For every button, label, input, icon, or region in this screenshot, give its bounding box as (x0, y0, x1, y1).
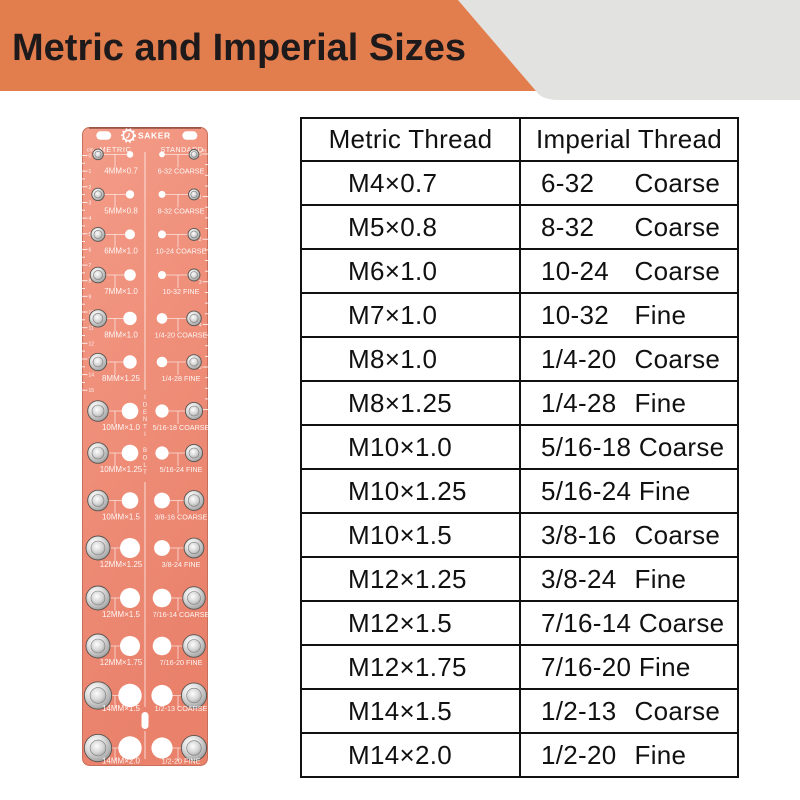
svg-text:0: 0 (89, 154, 92, 160)
svg-text:5: 5 (89, 232, 92, 238)
svg-text:7: 7 (89, 263, 92, 269)
svg-text:0: 0 (199, 152, 202, 158)
svg-text:8MM×1.0: 8MM×1.0 (104, 330, 138, 339)
svg-text:6-32 COARSE: 6-32 COARSE (158, 166, 205, 175)
svg-text:10MM×1.25: 10MM×1.25 (100, 465, 143, 474)
svg-text:1/2-20 FINE: 1/2-20 FINE (162, 757, 201, 766)
svg-text:cm: cm (87, 148, 94, 154)
svg-text:in: in (202, 148, 206, 154)
svg-text:N: N (143, 417, 147, 423)
svg-text:2: 2 (89, 185, 92, 191)
svg-text:3: 3 (89, 201, 92, 207)
svg-text:T: T (143, 425, 147, 431)
svg-text:5/16-24 FINE: 5/16-24 FINE (160, 465, 203, 474)
svg-text:15: 15 (89, 388, 95, 394)
svg-text:3/8-24 FINE: 3/8-24 FINE (162, 560, 201, 569)
svg-text:14MM×2.0: 14MM×2.0 (102, 757, 141, 766)
svg-text:2: 2 (199, 237, 202, 243)
svg-text:3/8-16 COARSE: 3/8-16 COARSE (155, 513, 208, 522)
svg-text:9: 9 (89, 294, 92, 300)
svg-text:8: 8 (89, 279, 92, 285)
svg-text:14: 14 (89, 373, 95, 379)
svg-text:7/16-14 COARSE: 7/16-14 COARSE (153, 610, 208, 619)
svg-text:8MM×1.25: 8MM×1.25 (102, 374, 141, 383)
svg-text:8-32 COARSE: 8-32 COARSE (158, 206, 205, 215)
svg-text:4: 4 (199, 322, 202, 328)
svg-text:1/2-13 COARSE: 1/2-13 COARSE (155, 704, 208, 713)
svg-text:3: 3 (199, 280, 202, 286)
svg-text:12MM×1.5: 12MM×1.5 (102, 610, 141, 619)
svg-text:10MM×1.5: 10MM×1.5 (102, 513, 141, 522)
svg-text:I: I (144, 432, 146, 438)
svg-text:D: D (143, 402, 148, 408)
svg-text:B: B (143, 448, 147, 454)
svg-text:1: 1 (89, 169, 92, 175)
svg-text:6: 6 (89, 247, 92, 253)
svg-text:O: O (143, 455, 148, 461)
svg-text:I: I (144, 395, 146, 401)
svg-text:11: 11 (89, 326, 94, 332)
svg-text:7/16-20 FINE: 7/16-20 FINE (160, 658, 203, 667)
svg-text:E: E (143, 410, 147, 416)
svg-text:10-24 COARSE: 10-24 COARSE (156, 246, 207, 255)
svg-text:12: 12 (89, 341, 95, 347)
svg-text:1: 1 (199, 195, 202, 201)
svg-text:METRIC: METRIC (100, 145, 132, 154)
svg-text:4: 4 (89, 216, 92, 222)
svg-text:12MM×1.25: 12MM×1.25 (100, 560, 143, 569)
svg-text:7MM×1.0: 7MM×1.0 (104, 287, 138, 296)
svg-text:STANDARD: STANDARD (160, 145, 203, 154)
svg-text:1/4-20 COARSE: 1/4-20 COARSE (155, 330, 208, 339)
svg-text:10MM×1.0: 10MM×1.0 (102, 423, 141, 432)
svg-text:5: 5 (199, 365, 202, 371)
svg-text:12MM×1.75: 12MM×1.75 (100, 658, 143, 667)
svg-text:L: L (143, 463, 147, 469)
svg-text:SAKER: SAKER (138, 131, 171, 141)
svg-text:5MM×0.8: 5MM×0.8 (104, 206, 138, 215)
svg-text:6MM×1.0: 6MM×1.0 (104, 246, 138, 255)
svg-text:1/4-28 FINE: 1/4-28 FINE (162, 374, 201, 383)
svg-text:14MM×1.5: 14MM×1.5 (102, 704, 141, 713)
svg-text:T: T (143, 470, 147, 476)
svg-text:10-32 FINE: 10-32 FINE (163, 287, 200, 296)
svg-text:5/16-18 COARSE: 5/16-18 COARSE (153, 423, 208, 432)
svg-text:4MM×0.7: 4MM×0.7 (104, 166, 138, 175)
